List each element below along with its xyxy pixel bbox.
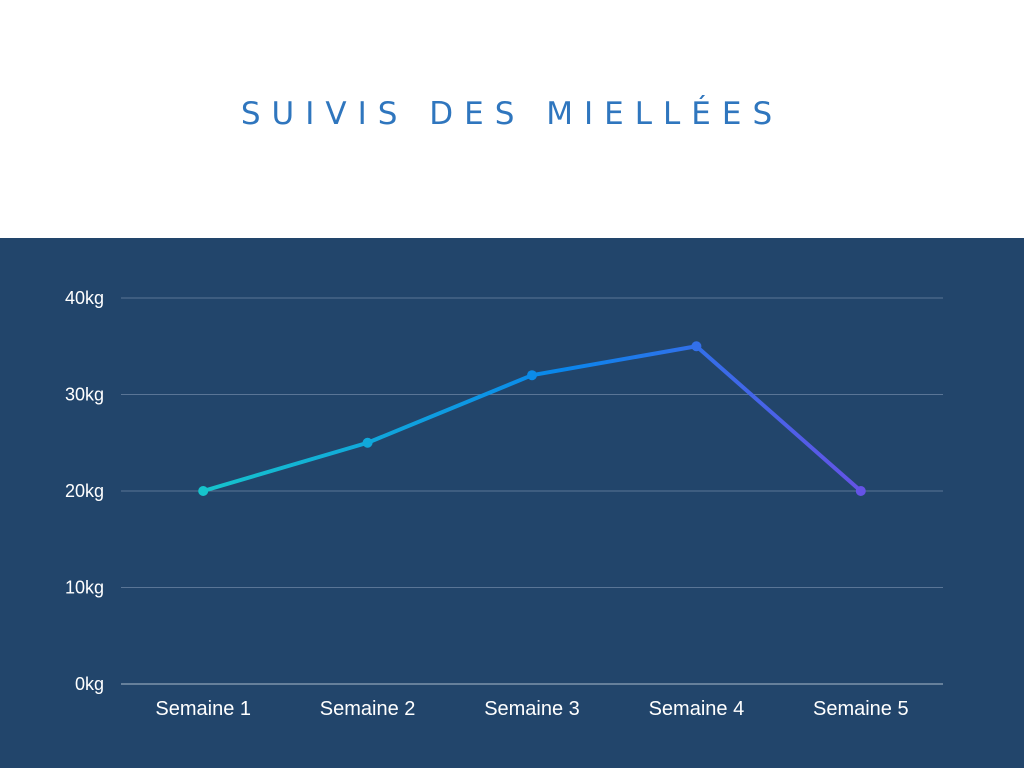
chart-panel <box>0 238 1024 768</box>
series-line <box>201 344 863 493</box>
y-tick-label: 20kg <box>65 481 104 501</box>
series-line-group <box>198 341 866 496</box>
data-point <box>855 486 866 496</box>
x-tick-label: Semaine 3 <box>484 698 580 720</box>
x-axis: Semaine 1 Semaine 2 Semaine 3 Semaine 4 Sema… <box>155 698 908 720</box>
x-tick-label: Semaine 1 <box>155 698 251 720</box>
data-point <box>691 341 702 352</box>
chart-header: SUIVIS DES MIELLÉES <box>0 0 1024 238</box>
y-tick-label: 10kg <box>65 578 104 598</box>
chart-title: SUIVIS DES MIELLÉES <box>240 96 784 132</box>
data-point <box>527 370 537 381</box>
data-point <box>198 486 209 496</box>
y-axis: 0kg 10kg 20kg 30kg 40kg <box>65 288 104 694</box>
y-tick-label: 30kg <box>65 385 104 405</box>
x-tick-label: Semaine 5 <box>813 698 909 720</box>
x-tick-label: Semaine 2 <box>320 698 416 720</box>
y-tick-label: 40kg <box>65 288 104 308</box>
y-tick-label: 0kg <box>75 674 104 694</box>
gridlines <box>121 297 943 685</box>
data-point <box>362 437 373 448</box>
x-tick-label: Semaine 4 <box>649 698 745 720</box>
